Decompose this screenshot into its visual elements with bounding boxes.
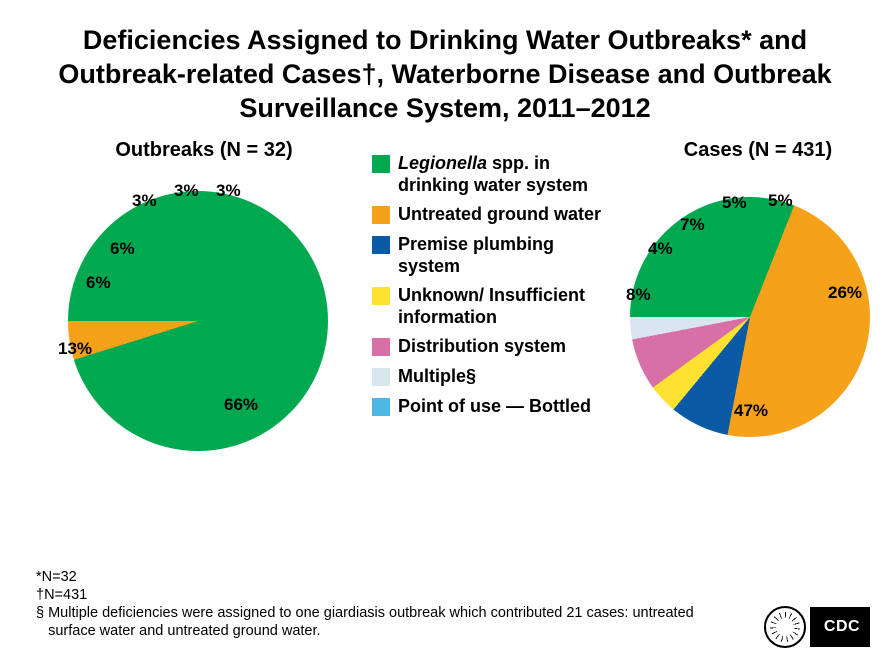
pie-slice-label: 47% xyxy=(734,401,768,421)
outbreaks-pie: 66%13%6%6%3%3%3% xyxy=(68,191,328,451)
pie-slice-label: 3% xyxy=(216,181,241,201)
legend-label: Untreated ground water xyxy=(398,204,601,226)
pie-slice-label: 7% xyxy=(680,215,705,235)
legend-item: Untreated ground water xyxy=(372,204,612,226)
legend-label: Point of use — Bottled xyxy=(398,396,591,418)
cdc-logo-icon: CDC xyxy=(814,607,870,647)
legend-label: Premise plumbing system xyxy=(398,234,612,277)
legend-item: Legionella spp. in drinking water system xyxy=(372,153,612,196)
legend-swatch xyxy=(372,338,390,356)
footnotes: *N=32†N=431§ Multiple deficiencies were … xyxy=(36,568,796,641)
outbreaks-chart-title: Outbreaks (N = 32) xyxy=(94,139,314,162)
outbreaks-pie-graphic xyxy=(68,191,328,451)
legend-swatch xyxy=(372,368,390,386)
legend-label: Multiple§ xyxy=(398,366,476,388)
legend-swatch xyxy=(372,287,390,305)
cases-pie: 26%47%8%4%7%5%5% xyxy=(630,197,870,437)
footnote-line: *N=32 xyxy=(36,568,796,586)
content-area: Outbreaks (N = 32) 66% 13% 6% 6% 3% 3% 3% Case… xyxy=(34,139,856,531)
pie-slice-label: 5% xyxy=(768,191,793,211)
pie-slice-label: 66% xyxy=(224,395,258,415)
legend-swatch xyxy=(372,206,390,224)
legend: Legionella spp. in drinking water system… xyxy=(372,153,612,425)
footnote-line: § Multiple deficiencies were assigned to… xyxy=(36,604,796,622)
footnote-line: †N=431 xyxy=(36,586,796,604)
slide-title: Deficiencies Assigned to Drinking Water … xyxy=(35,24,855,125)
logo-area: CDC xyxy=(764,606,870,648)
pie-slice-label: 6% xyxy=(110,239,135,259)
legend-swatch xyxy=(372,236,390,254)
pie-slice-label: 4% xyxy=(648,239,673,259)
pie-slice-label: 6% xyxy=(86,273,111,293)
legend-label: Legionella spp. in drinking water system xyxy=(398,153,612,196)
legend-item: Multiple§ xyxy=(372,366,612,388)
pie-slice-label: 26% xyxy=(828,283,862,303)
pie-slice-label: 8% xyxy=(626,285,651,305)
footnote-line: surface water and untreated ground water… xyxy=(36,622,796,640)
legend-swatch xyxy=(372,398,390,416)
legend-item: Unknown/ Insufficient information xyxy=(372,285,612,328)
legend-item: Distribution system xyxy=(372,336,612,358)
legend-swatch xyxy=(372,155,390,173)
pie-slice-label: 3% xyxy=(174,181,199,201)
cases-chart-title: Cases (N = 431) xyxy=(658,139,858,162)
legend-item: Point of use — Bottled xyxy=(372,396,612,418)
slide: Deficiencies Assigned to Drinking Water … xyxy=(0,0,890,668)
legend-label: Distribution system xyxy=(398,336,566,358)
legend-item: Premise plumbing system xyxy=(372,234,612,277)
legend-label: Unknown/ Insufficient information xyxy=(398,285,612,328)
pie-slice-label: 5% xyxy=(722,193,747,213)
pie-slice-label: 13% xyxy=(58,339,92,359)
pie-slice-label: 3% xyxy=(132,191,157,211)
hhs-logo-icon xyxy=(764,606,806,648)
